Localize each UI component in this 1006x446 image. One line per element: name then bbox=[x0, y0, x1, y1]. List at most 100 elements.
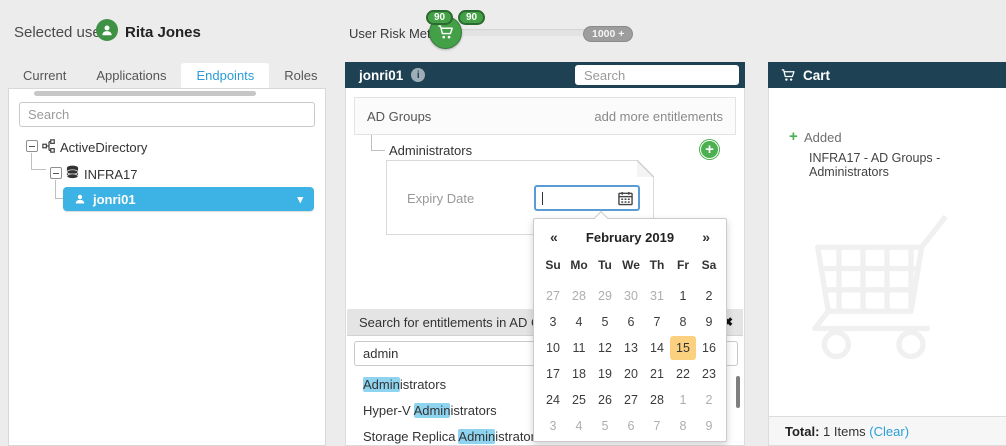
risk-meter-label: User Risk Meter bbox=[349, 26, 443, 41]
calendar-day[interactable]: 26 bbox=[598, 393, 612, 407]
risk-meter-track bbox=[446, 29, 613, 36]
calendar-day[interactable]: 17 bbox=[546, 367, 560, 381]
endpoint-tree-panel: ActiveDirectory INFRA17 jonri01 ▾ bbox=[8, 88, 326, 446]
tab-applications[interactable]: Applications bbox=[96, 68, 167, 83]
search-match-highlight: Admin bbox=[413, 403, 451, 418]
cart-title: Cart bbox=[803, 67, 831, 83]
weekday-label: Su bbox=[545, 258, 561, 272]
calendar-day[interactable]: 28 bbox=[650, 393, 664, 407]
calendar-day[interactable]: 23 bbox=[702, 367, 716, 381]
calendar-month-title: February 2019 bbox=[585, 230, 675, 245]
risk-score-badge: 90 bbox=[426, 10, 454, 25]
tree-node-jonri01-selected[interactable]: jonri01 ▾ bbox=[63, 187, 314, 211]
endpoint-panel-header: jonri01 i bbox=[345, 62, 745, 88]
calendar-day[interactable]: 30 bbox=[624, 289, 638, 303]
next-month-button[interactable]: » bbox=[702, 229, 710, 245]
tree-connector bbox=[55, 180, 65, 199]
calendar-day[interactable]: 4 bbox=[575, 419, 583, 433]
tree-node-infra17[interactable]: INFRA17 bbox=[84, 167, 138, 182]
calendar-icon[interactable] bbox=[618, 191, 633, 209]
tab-endpoints[interactable]: Endpoints bbox=[181, 63, 270, 88]
calendar-day[interactable]: 29 bbox=[598, 289, 612, 303]
plus-icon: + bbox=[789, 128, 798, 145]
calendar-day[interactable]: 6 bbox=[627, 315, 635, 329]
weekday-label: We bbox=[622, 258, 640, 272]
directory-icon bbox=[42, 139, 56, 156]
calendar-day[interactable]: 22 bbox=[676, 367, 690, 381]
calendar-day[interactable]: 6 bbox=[627, 419, 635, 433]
collapse-toggle[interactable] bbox=[26, 140, 38, 152]
calendar-day[interactable]: 21 bbox=[650, 367, 664, 381]
paren-close: ) bbox=[904, 423, 910, 439]
cart-item: INFRA17 - AD Groups - Administrators bbox=[809, 151, 941, 179]
text-cursor bbox=[542, 192, 543, 205]
calendar-day[interactable]: 8 bbox=[679, 315, 687, 329]
calendar-day[interactable]: 31 bbox=[650, 289, 664, 303]
chevron-down-icon[interactable]: ▾ bbox=[297, 193, 303, 206]
info-icon[interactable]: i bbox=[411, 68, 426, 82]
calendar-day[interactable]: 19 bbox=[598, 367, 612, 381]
calendar-day[interactable]: 7 bbox=[653, 315, 661, 329]
calendar-day[interactable]: 13 bbox=[624, 341, 638, 355]
tab-current[interactable]: Current bbox=[23, 68, 67, 83]
entitlement-result[interactable]: Storage Replica Administrators bbox=[363, 429, 542, 444]
calendar-day[interactable]: 24 bbox=[546, 393, 560, 407]
tab-roles[interactable]: Roles bbox=[284, 68, 318, 83]
calendar-day[interactable]: 14 bbox=[650, 341, 664, 355]
close-icon[interactable]: ✖ bbox=[722, 315, 733, 329]
calendar-day[interactable]: 16 bbox=[702, 341, 716, 355]
calendar-day[interactable]: 2 bbox=[705, 393, 713, 407]
folded-corner bbox=[637, 160, 654, 177]
calendar-day[interactable]: 5 bbox=[601, 315, 609, 329]
selected-user-label: Selected user: bbox=[14, 24, 110, 41]
collapse-toggle[interactable] bbox=[50, 167, 62, 179]
selected-user-name: Rita Jones bbox=[125, 24, 201, 41]
horizontal-scrollbar[interactable] bbox=[34, 91, 256, 96]
calendar-day[interactable]: 11 bbox=[572, 341, 586, 355]
calendar-day[interactable]: 1 bbox=[679, 289, 687, 303]
add-entitlement-button[interactable]: + bbox=[700, 140, 719, 159]
calendar-day[interactable]: 4 bbox=[575, 315, 583, 329]
calendar-day-selected[interactable]: 15 bbox=[670, 336, 696, 360]
entitlement-result[interactable]: Administrators bbox=[363, 377, 447, 392]
calendar-day[interactable]: 2 bbox=[705, 289, 713, 303]
calendar-day[interactable]: 9 bbox=[705, 315, 713, 329]
weekday-label: Mo bbox=[570, 258, 588, 272]
calendar-day[interactable]: 27 bbox=[624, 393, 638, 407]
tree-node-activedirectory[interactable]: ActiveDirectory bbox=[60, 140, 148, 155]
calendar-day[interactable]: 9 bbox=[705, 419, 713, 433]
calendar-day[interactable]: 28 bbox=[572, 289, 586, 303]
calendar-day[interactable]: 18 bbox=[572, 367, 586, 381]
calendar-day[interactable]: 3 bbox=[549, 315, 557, 329]
calendar-day[interactable]: 12 bbox=[598, 341, 612, 355]
entitlement-result[interactable]: Hyper-V Administrators bbox=[363, 403, 497, 418]
search-match-highlight: Admin bbox=[363, 377, 400, 392]
calendar-day[interactable]: 20 bbox=[624, 367, 638, 381]
group-name: AD Groups bbox=[367, 108, 432, 124]
paren-open: ( bbox=[869, 423, 874, 439]
calendar-day[interactable]: 25 bbox=[572, 393, 586, 407]
expiry-date-input[interactable] bbox=[534, 185, 640, 211]
tree-connector bbox=[31, 153, 46, 170]
tree-search-input[interactable] bbox=[19, 102, 315, 127]
calendar-day[interactable]: 10 bbox=[546, 341, 560, 355]
calendar-day[interactable]: 7 bbox=[653, 419, 661, 433]
tree-node-label: jonri01 bbox=[93, 191, 136, 207]
add-more-entitlements-link[interactable]: add more entitlements bbox=[594, 108, 723, 124]
calendar-day[interactable]: 3 bbox=[549, 419, 557, 433]
cart-clear-link[interactable]: Clear bbox=[873, 423, 905, 439]
expiry-date-label: Expiry Date bbox=[407, 191, 475, 206]
weekday-label: Th bbox=[649, 258, 665, 272]
calendar-day[interactable]: 5 bbox=[601, 419, 609, 433]
entitlement-search-input-header[interactable] bbox=[575, 65, 739, 85]
endpoint-title: jonri01 bbox=[359, 67, 404, 83]
vertical-scrollbar[interactable] bbox=[736, 376, 740, 408]
calendar-day[interactable]: 8 bbox=[679, 419, 687, 433]
entitlement-search-title: Search for entitlements in AD Groups bbox=[359, 314, 574, 330]
previous-month-button[interactable]: « bbox=[550, 229, 558, 245]
calendar-day[interactable]: 27 bbox=[546, 289, 560, 303]
date-picker-popup: « February 2019 » Su Mo Tu We Th Fr Sa 27 28 29 3… bbox=[533, 210, 727, 442]
cart-footer: Total: 1 Items ( Clear ) bbox=[769, 416, 1006, 445]
cart-icon bbox=[780, 68, 796, 83]
calendar-day[interactable]: 1 bbox=[679, 393, 687, 407]
